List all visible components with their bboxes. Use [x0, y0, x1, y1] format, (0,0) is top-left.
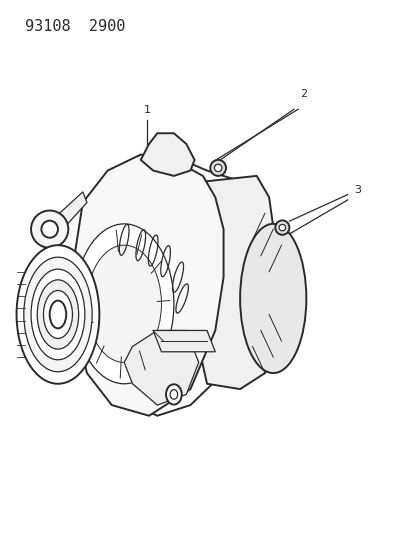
- Ellipse shape: [87, 245, 161, 362]
- Ellipse shape: [24, 257, 92, 372]
- Polygon shape: [153, 330, 215, 352]
- Ellipse shape: [214, 164, 221, 172]
- Polygon shape: [54, 192, 87, 235]
- Ellipse shape: [275, 221, 289, 235]
- Polygon shape: [124, 330, 198, 405]
- Ellipse shape: [240, 224, 306, 373]
- Ellipse shape: [43, 290, 72, 338]
- Ellipse shape: [31, 269, 85, 360]
- Text: 1: 1: [143, 104, 150, 115]
- Ellipse shape: [41, 221, 58, 238]
- Ellipse shape: [278, 224, 285, 231]
- Text: 3: 3: [353, 184, 360, 195]
- Ellipse shape: [50, 301, 66, 328]
- Text: 93108  2900: 93108 2900: [25, 19, 125, 34]
- Polygon shape: [54, 240, 87, 277]
- Ellipse shape: [37, 280, 78, 349]
- Polygon shape: [83, 155, 256, 416]
- Ellipse shape: [210, 160, 225, 176]
- Ellipse shape: [170, 390, 177, 399]
- Ellipse shape: [166, 384, 181, 405]
- Ellipse shape: [74, 224, 173, 384]
- Polygon shape: [194, 176, 277, 389]
- Ellipse shape: [31, 211, 68, 248]
- Ellipse shape: [17, 245, 99, 384]
- Text: 2: 2: [299, 88, 306, 99]
- Polygon shape: [140, 133, 194, 176]
- Polygon shape: [74, 155, 223, 416]
